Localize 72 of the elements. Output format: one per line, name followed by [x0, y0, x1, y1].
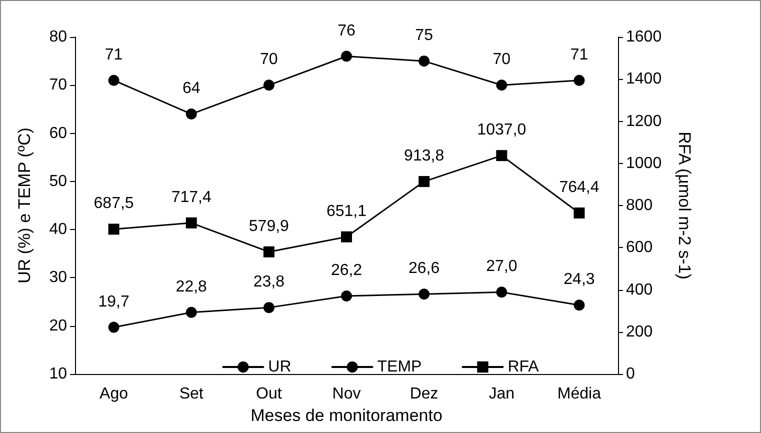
point [418, 176, 430, 188]
y-tick-label: 60 [49, 124, 68, 142]
y-tick-label: 30 [49, 269, 68, 286]
point [108, 74, 120, 86]
data-label: 71 [570, 46, 588, 64]
y2-tick-label: 1600 [626, 28, 662, 46]
data-label: 23,8 [253, 274, 285, 291]
data-label: 75 [415, 27, 434, 44]
y-axis-title: UR (%) e TEMP (ºC) [15, 128, 34, 284]
y2-tick-label: 1400 [626, 70, 662, 88]
x-tick-label: Set [179, 386, 204, 402]
point [263, 246, 274, 258]
data-label: 19,7 [98, 293, 130, 310]
x-axis-title: Meses de monitoramento [250, 406, 442, 425]
data-label: 26,6 [408, 260, 440, 278]
y-tick-label: 40 [49, 221, 68, 238]
x-tick-label: Dez [410, 386, 438, 402]
data-label: 70 [260, 51, 278, 68]
y-tick-label: 20 [49, 317, 68, 334]
data-label: 687,5 [94, 195, 134, 212]
y-tick-label: 10 [49, 366, 68, 382]
point [108, 322, 120, 333]
data-label: 717,4 [171, 188, 212, 206]
point [496, 80, 508, 91]
data-label: 71 [104, 46, 123, 64]
y-tick-label: 80 [49, 28, 68, 46]
data-label: 64 [182, 80, 200, 98]
y2-tick-label: 1000 [626, 154, 662, 172]
x-tick-label: Out [256, 386, 282, 402]
point [574, 300, 585, 311]
point [263, 80, 274, 91]
x-tick-label: Jan [488, 386, 515, 402]
y2-tick-label: 600 [626, 239, 653, 256]
y2-tick-label: 400 [626, 281, 653, 298]
legend-label: TEMP [377, 358, 422, 376]
point [341, 231, 352, 242]
point [496, 286, 508, 298]
point [418, 56, 430, 67]
data-label: 27,0 [486, 258, 518, 276]
point [263, 302, 274, 314]
x-tick-label: Ago [100, 386, 128, 402]
point [186, 108, 197, 120]
y2-tick-label: 1200 [626, 112, 662, 130]
point [108, 224, 120, 235]
legend-label: UR [268, 358, 292, 376]
point [186, 217, 197, 228]
point [496, 150, 508, 162]
data-label: 26,2 [330, 262, 362, 280]
legend-label: RFA [508, 358, 540, 376]
x-tick-label: Média [557, 386, 602, 402]
point [341, 290, 352, 302]
y2-tick-label: 200 [626, 323, 653, 340]
data-label: 579,9 [248, 218, 290, 235]
data-label: 70 [492, 51, 511, 68]
y2-axis-title: RFA (µmol m-2 s-1) [675, 132, 694, 280]
data-label: 913,8 [404, 148, 444, 165]
y2-tick-label: 800 [626, 197, 653, 214]
point [574, 208, 585, 218]
data-label: 651,1 [326, 202, 367, 220]
point [418, 288, 430, 300]
point [186, 306, 197, 318]
y-tick-label: 70 [49, 76, 68, 94]
point [574, 74, 585, 86]
data-label: 24,3 [564, 271, 595, 288]
point [341, 50, 352, 62]
data-label: 76 [338, 22, 356, 40]
data-label: 1037,0 [477, 122, 526, 139]
data-label: 764,4 [559, 179, 600, 196]
y-tick-label: 50 [49, 172, 68, 190]
x-tick-label: Nov [332, 386, 361, 402]
y2-tick-label: 0 [626, 366, 635, 382]
data-label: 22,8 [176, 278, 208, 296]
